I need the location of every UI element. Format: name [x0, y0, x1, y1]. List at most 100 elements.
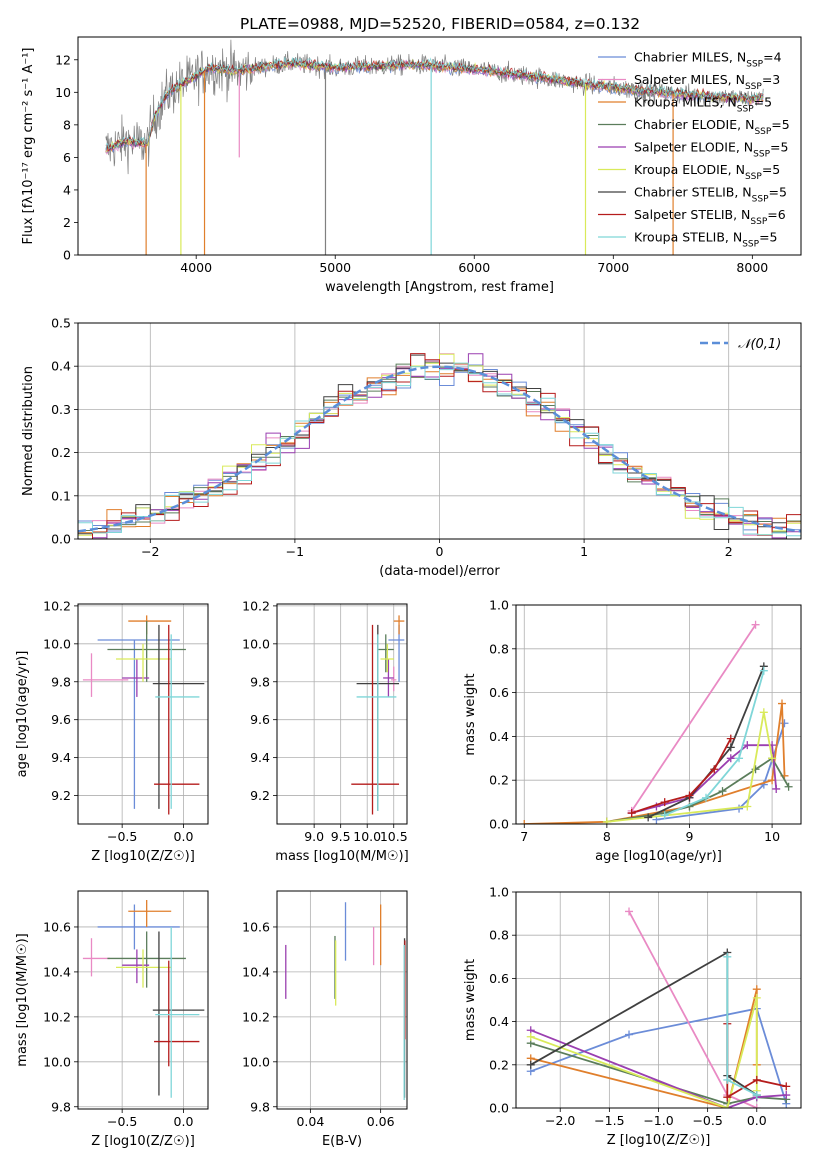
- y-tick-label: 0: [63, 248, 71, 263]
- weight-vs-age-panel: 7 8 9 10 0.0 0.2 0.4 0.6 0.8 1.0 age [log10(age/yr…: [463, 598, 802, 864]
- x-tick-label: 8000: [736, 260, 768, 275]
- weight-marker: [743, 802, 752, 811]
- weight-lines: [520, 620, 793, 824]
- weight-marker: [759, 708, 768, 717]
- y-tick-label: 0.8: [489, 928, 509, 943]
- y-axis-label: Flux [fλ10⁻¹⁷ erg cm⁻² s⁻¹ A⁻¹]: [21, 48, 36, 245]
- x-tick-label: 0.06: [367, 1114, 395, 1129]
- y-axis-label: mass weight: [463, 673, 478, 755]
- weight-marker: [772, 784, 781, 793]
- x-tick-label: 10.5: [380, 829, 408, 844]
- error-bars: [82, 615, 205, 815]
- x-tick-label: 4000: [180, 260, 212, 275]
- y-tick-label: 6: [63, 150, 71, 165]
- weight-marker: [718, 787, 727, 796]
- x-axis-label: mass [log10(M/M☉)]: [275, 849, 408, 864]
- error-bars: [82, 899, 205, 1098]
- model-spectrum: [105, 57, 764, 150]
- y-tick-label: 9.8: [250, 674, 270, 689]
- y-tick-label: 9.8: [250, 1099, 270, 1114]
- x-axis-label: Z [log10(Z/Z☉)]: [91, 849, 195, 864]
- weight-marker: [752, 993, 761, 1002]
- y-tick-label: 0.4: [489, 1014, 509, 1029]
- figure-title: PLATE=0988, MJD=52520, FIBERID=0584, z=0…: [240, 15, 640, 33]
- y-tick-label: 2: [63, 215, 71, 230]
- y-tick-label: 0.8: [489, 641, 509, 656]
- x-axis-label: wavelength [Angstrom, rest frame]: [325, 280, 554, 295]
- weight-marker: [723, 952, 732, 961]
- y-tick-label: 10.2: [242, 1009, 270, 1024]
- plot-frame: [77, 322, 802, 540]
- spectrum-lines: [105, 39, 764, 255]
- y-tick-label: 10.4: [242, 964, 270, 979]
- weight-marker: [644, 813, 653, 822]
- x-tick-label: 7000: [597, 260, 629, 275]
- legend-label: Chabrier ELODIE, NSSP=5: [634, 117, 790, 137]
- x-tick-label: −1.5: [594, 1113, 624, 1128]
- weight-marker: [526, 1032, 535, 1041]
- weight-marker: [660, 798, 669, 807]
- mass-vs-metallicity-panel: −0.5 0.0 9.8 10.0 10.2 10.4 10.6 Z [log10(Z/Z☉)…: [15, 890, 209, 1149]
- x-tick-label: 0.0: [747, 1113, 767, 1128]
- y-tick-label: 1.0: [489, 598, 509, 613]
- y-tick-label: 9.4: [250, 750, 270, 765]
- y-tick-label: 9.8: [51, 674, 71, 689]
- error-bars: [285, 902, 406, 1101]
- y-axis-label: age [log10(age/yr)]: [15, 651, 30, 778]
- y-axis-label: mass [log10(M/M☉)]: [15, 933, 30, 1066]
- weight-marker: [723, 1075, 732, 1084]
- y-tick-label: 0.5: [51, 316, 71, 331]
- y-tick-label: 8: [63, 117, 71, 132]
- weight-marker: [743, 741, 752, 750]
- weight-line: [530, 997, 758, 1108]
- x-tick-label: 8: [603, 829, 611, 844]
- observed-spectrum: [105, 39, 764, 175]
- x-tick-label: 0.04: [296, 1114, 324, 1129]
- y-tick-label: 0.6: [489, 685, 509, 700]
- weight-marker: [685, 791, 694, 800]
- weight-marker: [602, 817, 611, 824]
- weight-marker: [735, 754, 744, 763]
- x-axis-label: (data-model)/error: [379, 564, 500, 579]
- x-tick-label: 10: [764, 829, 780, 844]
- weight-marker: [768, 754, 777, 763]
- weight-marker: [780, 719, 789, 728]
- weight-marker: [778, 699, 786, 708]
- weight-marker: [752, 1104, 761, 1108]
- x-tick-label: 0: [436, 544, 444, 559]
- weight-marker: [726, 734, 735, 743]
- weight-lines: [526, 907, 791, 1108]
- plot-frame: [515, 604, 802, 825]
- weight-line: [664, 670, 765, 817]
- x-tick-label: 6000: [458, 260, 490, 275]
- y-tick-label: 9.8: [51, 1099, 71, 1114]
- y-tick-label: 1.0: [489, 885, 509, 900]
- x-tick-label: −0.5: [107, 1114, 137, 1129]
- weight-line: [606, 712, 773, 823]
- x-tick-label: −0.5: [107, 829, 137, 844]
- weight-line: [530, 1029, 787, 1108]
- weight-marker: [625, 907, 634, 916]
- y-tick-label: 10.2: [43, 1009, 71, 1024]
- weight-line: [656, 723, 786, 821]
- x-tick-label: 9.5: [331, 829, 351, 844]
- x-axis-label: E(B-V): [322, 1134, 362, 1149]
- y-tick-label: 10.0: [43, 1054, 71, 1069]
- plot-frame: [276, 603, 408, 825]
- y-axis-label: mass weight: [463, 959, 478, 1041]
- y-tick-label: 10.2: [43, 598, 71, 613]
- y-tick-label: 0.4: [489, 729, 509, 744]
- plot-frame: [77, 890, 209, 1110]
- weight-line: [630, 624, 757, 812]
- plot-frame: [77, 603, 209, 825]
- weight-marker: [726, 743, 735, 752]
- x-tick-label: 9.0: [304, 829, 324, 844]
- residuals-histogram-panel: −2 −1 0 1 2 0.0 0.1 0.2 0.3 0.4 0.5 (data-model)/er…: [21, 316, 802, 579]
- x-tick-label: 0.0: [174, 1114, 194, 1129]
- x-axis-label: Z [log10(Z/Z☉)]: [91, 1134, 195, 1149]
- y-tick-label: 0.2: [489, 1057, 509, 1072]
- weight-line: [524, 703, 786, 824]
- weight-marker: [782, 1091, 791, 1100]
